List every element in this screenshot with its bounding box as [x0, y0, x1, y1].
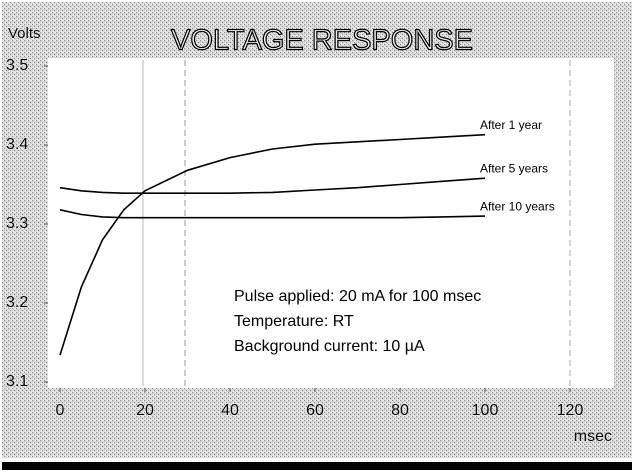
y-axis-label: Volts — [8, 25, 41, 42]
x-tick-label: 60 — [306, 402, 324, 419]
series-label: After 10 years — [480, 199, 555, 213]
series-label: After 5 years — [480, 161, 548, 175]
series-line — [59, 209, 486, 219]
x-tick-label: 20 — [136, 402, 154, 419]
annotation: Pulse applied: 20 mA for 100 msec — [234, 288, 481, 305]
y-tick-label: 3.3 — [6, 215, 28, 232]
x-tick-label: 80 — [391, 402, 409, 419]
bottom-bar — [2, 462, 632, 470]
annotation: Temperature: RT — [234, 313, 354, 330]
y-tick-label: 3.4 — [6, 136, 28, 153]
y-tick-label: 3.2 — [6, 294, 28, 311]
plot-area — [48, 58, 614, 388]
y-tick-label: 3.5 — [6, 57, 28, 74]
annotation: Background current: 10 µA — [234, 338, 425, 355]
x-tick-label: 100 — [472, 402, 499, 419]
series-label: After 1 year — [480, 118, 542, 132]
series-line — [59, 177, 486, 194]
chart-title: VOLTAGE RESPONSE — [171, 25, 473, 57]
x-tick-label: 120 — [557, 402, 584, 419]
series-line — [59, 133, 486, 356]
x-tick-label: 40 — [221, 402, 239, 419]
y-tick-label: 3.1 — [6, 373, 28, 390]
x-tick-label: 0 — [56, 402, 65, 419]
x-axis-label: msec — [574, 428, 612, 445]
